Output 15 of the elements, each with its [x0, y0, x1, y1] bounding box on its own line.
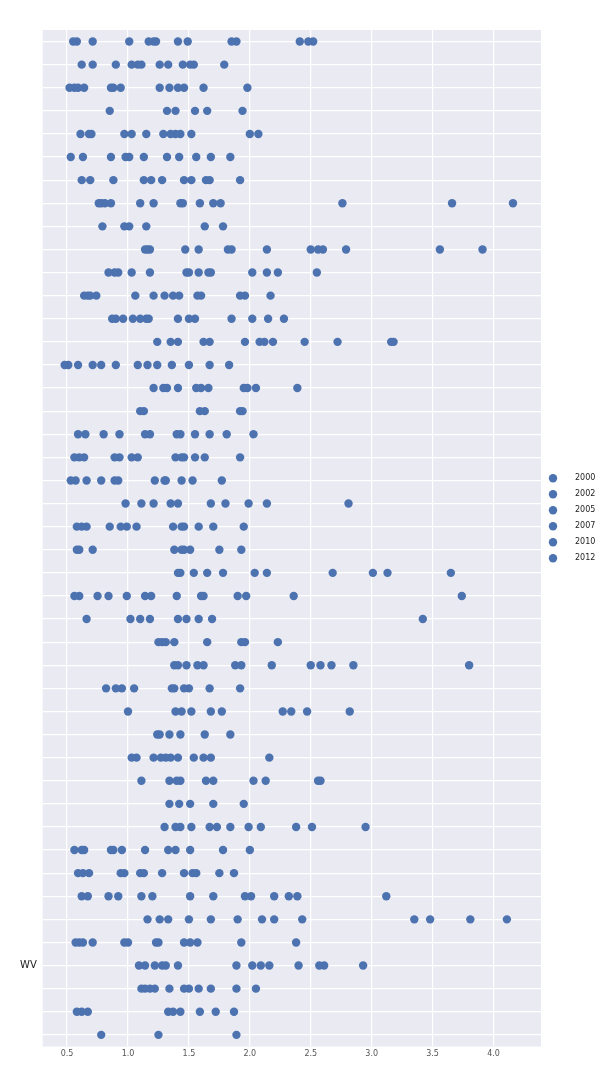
legend-label: 2012 [575, 553, 596, 563]
x-tick-label: 1.5 [182, 1049, 196, 1059]
legend-label: 2007 [575, 521, 596, 531]
x-tick-label: 0.5 [60, 1049, 74, 1059]
x-tick-label: 1.0 [121, 1049, 135, 1059]
legend-label: 2000 [575, 473, 596, 483]
x-tick-label: 4.0 [487, 1049, 500, 1059]
legend-label: 2002 [575, 489, 596, 499]
x-tick-label: 2.0 [243, 1049, 257, 1059]
x-tick-label: 3.0 [365, 1049, 379, 1059]
legend-label: 2005 [575, 505, 596, 515]
legend-label: 2010 [575, 537, 596, 547]
y-tick-label: WV [19, 959, 37, 971]
x-tick-label: 2.5 [304, 1049, 318, 1059]
x-tick-label: 3.5 [426, 1049, 439, 1059]
